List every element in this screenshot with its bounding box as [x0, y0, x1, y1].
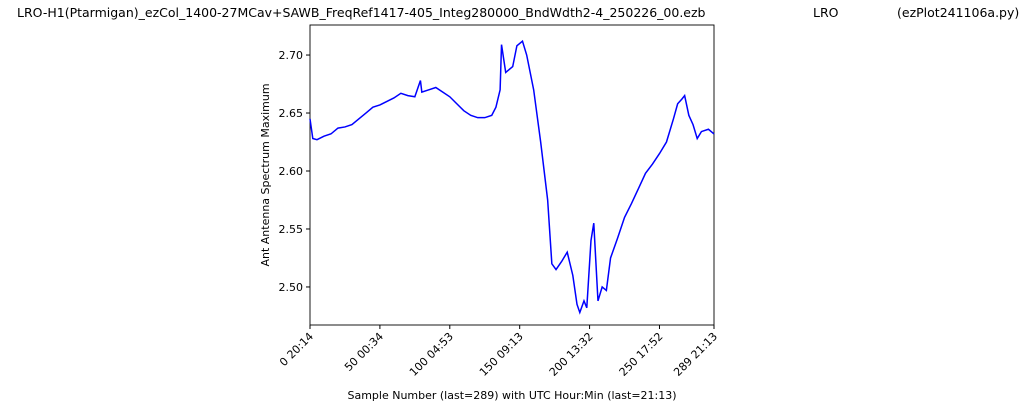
chart-subtitle: LRO — [813, 5, 839, 20]
x-tick-label: 200 13:32 — [547, 330, 596, 379]
y-tick-label: 2.70 — [279, 49, 304, 62]
x-tick-label: 0 20:14 — [277, 330, 316, 369]
annotation: (ezPlot241106a.py) — [897, 5, 1019, 20]
chart-title: LRO-H1(Ptarmigan)_ezCol_1400-27MCav+SAWB… — [17, 5, 706, 20]
x-tick-label: 100 04:53 — [407, 330, 456, 379]
y-axis-label: Ant Antenna Spectrum Maximum — [259, 83, 272, 266]
y-tick-label: 2.65 — [279, 107, 304, 120]
y-tick-label: 2.55 — [279, 223, 304, 236]
x-tick-label: 250 17:52 — [617, 330, 666, 379]
x-axis-label: Sample Number (last=289) with UTC Hour:M… — [347, 389, 676, 402]
y-tick-label: 2.50 — [279, 281, 304, 294]
data-line — [309, 39, 715, 315]
plot-frame — [309, 24, 715, 326]
x-tick-label: 50 00:34 — [342, 330, 386, 374]
y-tick-label: 2.60 — [279, 165, 304, 178]
x-tick-label: 289 21:13 — [671, 330, 720, 379]
x-tick-label: 150 09:13 — [477, 330, 526, 379]
